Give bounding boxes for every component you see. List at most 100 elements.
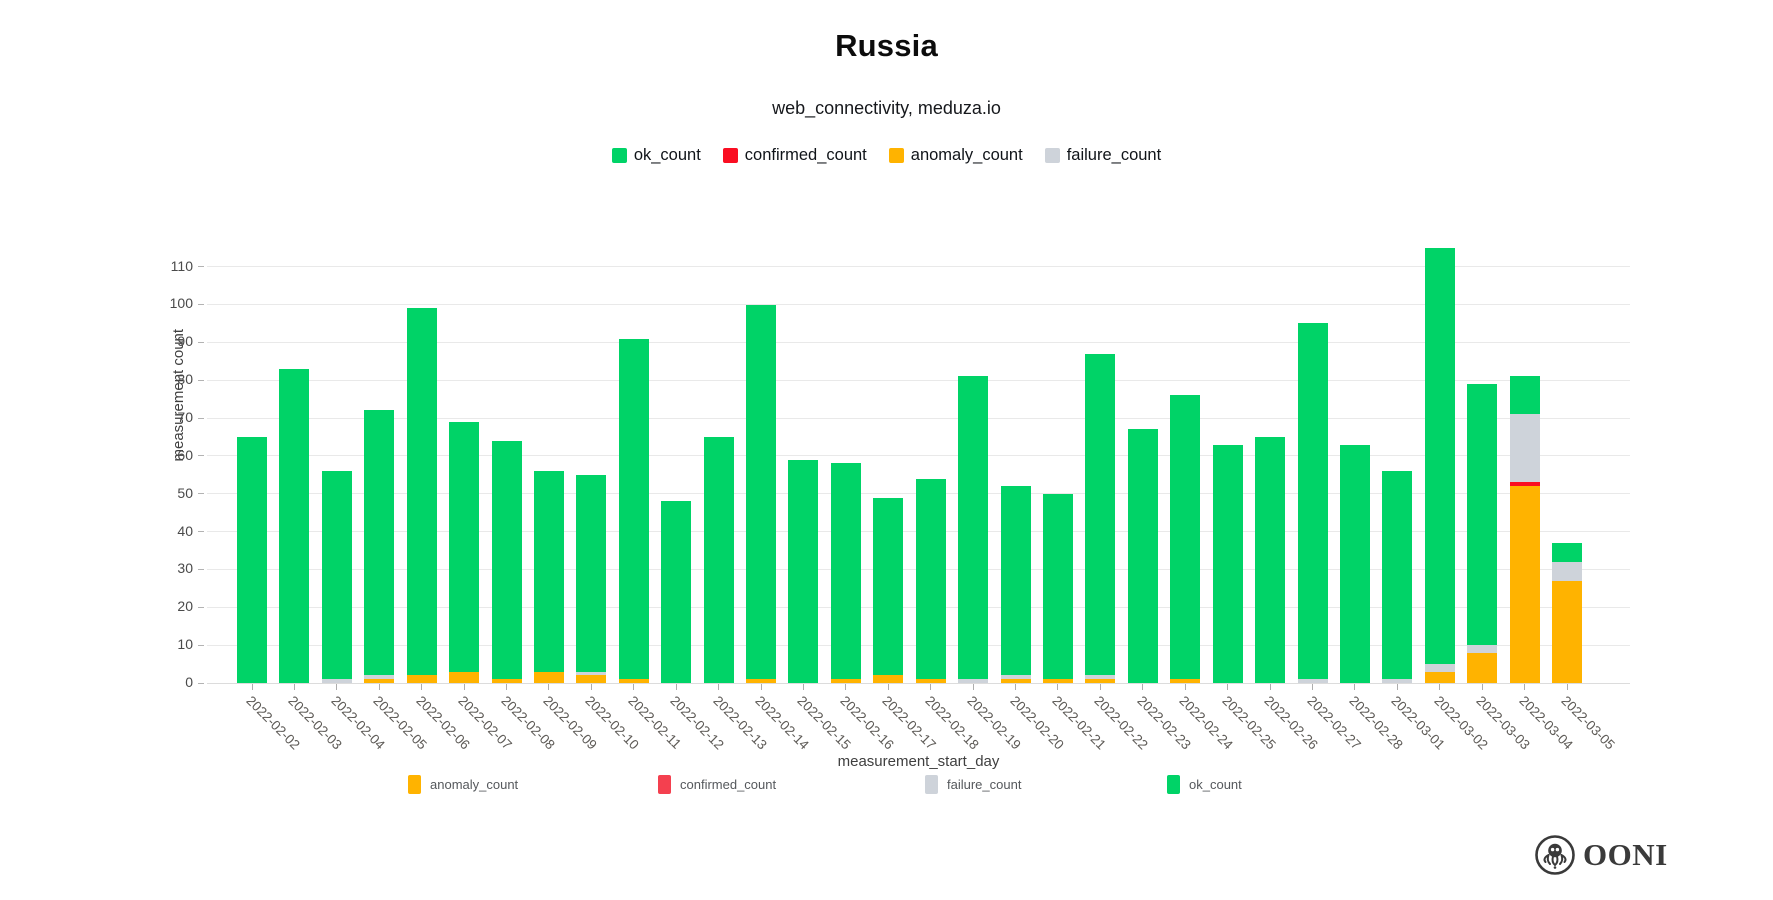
bar-2022-02-09[interactable] bbox=[533, 471, 564, 683]
bar-segment-ok_count bbox=[703, 436, 734, 683]
bar-2022-02-22[interactable] bbox=[1085, 353, 1116, 683]
y-tick-label-110: 110 bbox=[170, 257, 193, 274]
x-tick-mark bbox=[1227, 684, 1229, 690]
bar-2022-02-18[interactable] bbox=[915, 478, 946, 683]
bar-2022-02-05[interactable] bbox=[364, 410, 395, 683]
bar-segment-failure_count bbox=[364, 675, 395, 680]
bar-2022-03-04[interactable] bbox=[1509, 376, 1540, 683]
bar-segment-failure_count bbox=[958, 679, 989, 683]
x-tick-mark bbox=[1524, 684, 1526, 690]
confirmed_count-swatch bbox=[658, 775, 671, 794]
bar-2022-02-04[interactable] bbox=[321, 471, 352, 683]
bar-segment-anomaly_count bbox=[1424, 671, 1455, 683]
y-tick-mark bbox=[198, 493, 204, 495]
bar-segment-ok_count bbox=[915, 478, 946, 680]
bar-segment-confirmed_count bbox=[1509, 482, 1540, 487]
legend-label: confirmed_count bbox=[744, 146, 867, 164]
bar-2022-02-15[interactable] bbox=[788, 459, 819, 683]
bar-2022-02-06[interactable] bbox=[406, 308, 437, 683]
x-tick-mark bbox=[1312, 684, 1313, 690]
legend-item-confirmed_count[interactable]: confirmed_count bbox=[722, 146, 867, 165]
bar-segment-anomaly_count bbox=[1170, 679, 1201, 683]
bar-segment-anomaly_count bbox=[1552, 580, 1583, 683]
page-title: Russia bbox=[835, 28, 938, 63]
x-tick-mark bbox=[293, 684, 295, 690]
x-tick-mark bbox=[930, 684, 932, 690]
bar-2022-03-01[interactable] bbox=[1382, 471, 1413, 683]
bar-2022-02-12[interactable] bbox=[661, 501, 692, 683]
bar-segment-anomaly_count bbox=[1042, 679, 1073, 683]
legend-item-anomaly_count[interactable]: anomaly_count bbox=[888, 146, 1023, 165]
ok_count-swatch bbox=[1167, 775, 1180, 794]
bar-2022-02-10[interactable] bbox=[576, 474, 607, 683]
bar-2022-03-02[interactable] bbox=[1424, 247, 1455, 683]
x-tick-mark bbox=[1015, 684, 1017, 690]
plot-area: 0 10 20 30 40 50 60 70 80 90 100 110 2022-02-02 2022-… bbox=[170, 225, 1630, 752]
legend-item-ok_count: ok_count bbox=[1167, 775, 1242, 794]
y-tick-mark bbox=[198, 341, 204, 343]
legend-item-ok_count[interactable]: ok_count bbox=[611, 146, 701, 165]
bar-2022-02-28[interactable] bbox=[1339, 444, 1370, 683]
bar-2022-02-07[interactable] bbox=[449, 421, 480, 683]
bar-segment-failure_count bbox=[1000, 675, 1031, 680]
gridline-100 bbox=[207, 303, 1630, 305]
bar-segment-anomaly_count bbox=[618, 679, 649, 683]
bar-2022-02-19[interactable] bbox=[958, 376, 989, 683]
bar-segment-anomaly_count bbox=[449, 671, 480, 683]
y-tick-label-70: 70 bbox=[177, 409, 193, 426]
bar-2022-02-03[interactable] bbox=[279, 368, 310, 683]
bar-segment-ok_count bbox=[1382, 471, 1413, 680]
bar-2022-02-02[interactable] bbox=[237, 436, 267, 683]
bar-segment-ok_count bbox=[1297, 323, 1328, 680]
y-tick-mark bbox=[198, 606, 204, 608]
bar-segment-ok_count bbox=[1255, 436, 1286, 683]
x-tick-mark bbox=[336, 684, 338, 690]
bar-2022-02-20[interactable] bbox=[1000, 486, 1031, 683]
legend-item-failure_count[interactable]: failure_count bbox=[1044, 146, 1162, 165]
bar-2022-02-11[interactable] bbox=[618, 338, 649, 683]
y-tick-mark bbox=[198, 266, 204, 268]
bar-segment-failure_count bbox=[1467, 645, 1498, 653]
bar-segment-ok_count bbox=[406, 308, 437, 676]
bar-2022-02-24[interactable] bbox=[1170, 395, 1201, 683]
bar-2022-02-25[interactable] bbox=[1212, 444, 1243, 683]
x-tick-mark bbox=[463, 684, 465, 690]
bar-segment-ok_count bbox=[1127, 429, 1158, 683]
bar-segment-anomaly_count bbox=[1467, 652, 1498, 683]
bar-segment-ok_count bbox=[958, 376, 989, 680]
bar-2022-03-03[interactable] bbox=[1467, 383, 1498, 683]
legend-item-failure_count: failure_count bbox=[925, 775, 1021, 794]
bar-2022-02-26[interactable] bbox=[1255, 436, 1286, 683]
bar-2022-02-21[interactable] bbox=[1042, 493, 1073, 683]
bar-segment-ok_count bbox=[321, 471, 352, 680]
bar-2022-02-23[interactable] bbox=[1127, 429, 1158, 683]
x-tick-mark bbox=[1057, 684, 1059, 690]
bar-2022-02-17[interactable] bbox=[873, 497, 904, 683]
y-tick-mark bbox=[198, 531, 204, 533]
failure_count-swatch bbox=[1044, 148, 1060, 163]
y-tick-label-10: 10 bbox=[177, 636, 193, 653]
y-tick-mark bbox=[198, 568, 204, 570]
x-tick-mark bbox=[675, 684, 677, 690]
bar-2022-02-13[interactable] bbox=[703, 436, 734, 683]
legend-label: failure_count bbox=[1066, 146, 1162, 164]
bar-2022-02-16[interactable] bbox=[830, 463, 861, 683]
x-tick-mark bbox=[378, 684, 380, 690]
y-tick-label-0: 0 bbox=[185, 674, 193, 690]
failure_count-swatch bbox=[925, 775, 938, 794]
bar-2022-02-14[interactable] bbox=[746, 304, 777, 683]
bar-2022-03-05[interactable] bbox=[1552, 542, 1583, 683]
bar-segment-failure_count bbox=[1297, 679, 1328, 683]
x-tick-mark bbox=[845, 684, 847, 690]
bar-2022-02-27[interactable] bbox=[1297, 323, 1328, 683]
bar-segment-anomaly_count bbox=[746, 679, 777, 683]
bar-2022-02-08[interactable] bbox=[491, 440, 522, 683]
y-tick-mark bbox=[198, 303, 204, 305]
bar-segment-ok_count bbox=[1509, 376, 1540, 415]
x-tick-mark bbox=[1269, 684, 1271, 690]
confirmed_count-swatch bbox=[722, 148, 738, 163]
gridline-70 bbox=[207, 417, 1630, 419]
bar-segment-ok_count bbox=[1000, 486, 1031, 676]
bar-segment-ok_count bbox=[1552, 542, 1583, 562]
